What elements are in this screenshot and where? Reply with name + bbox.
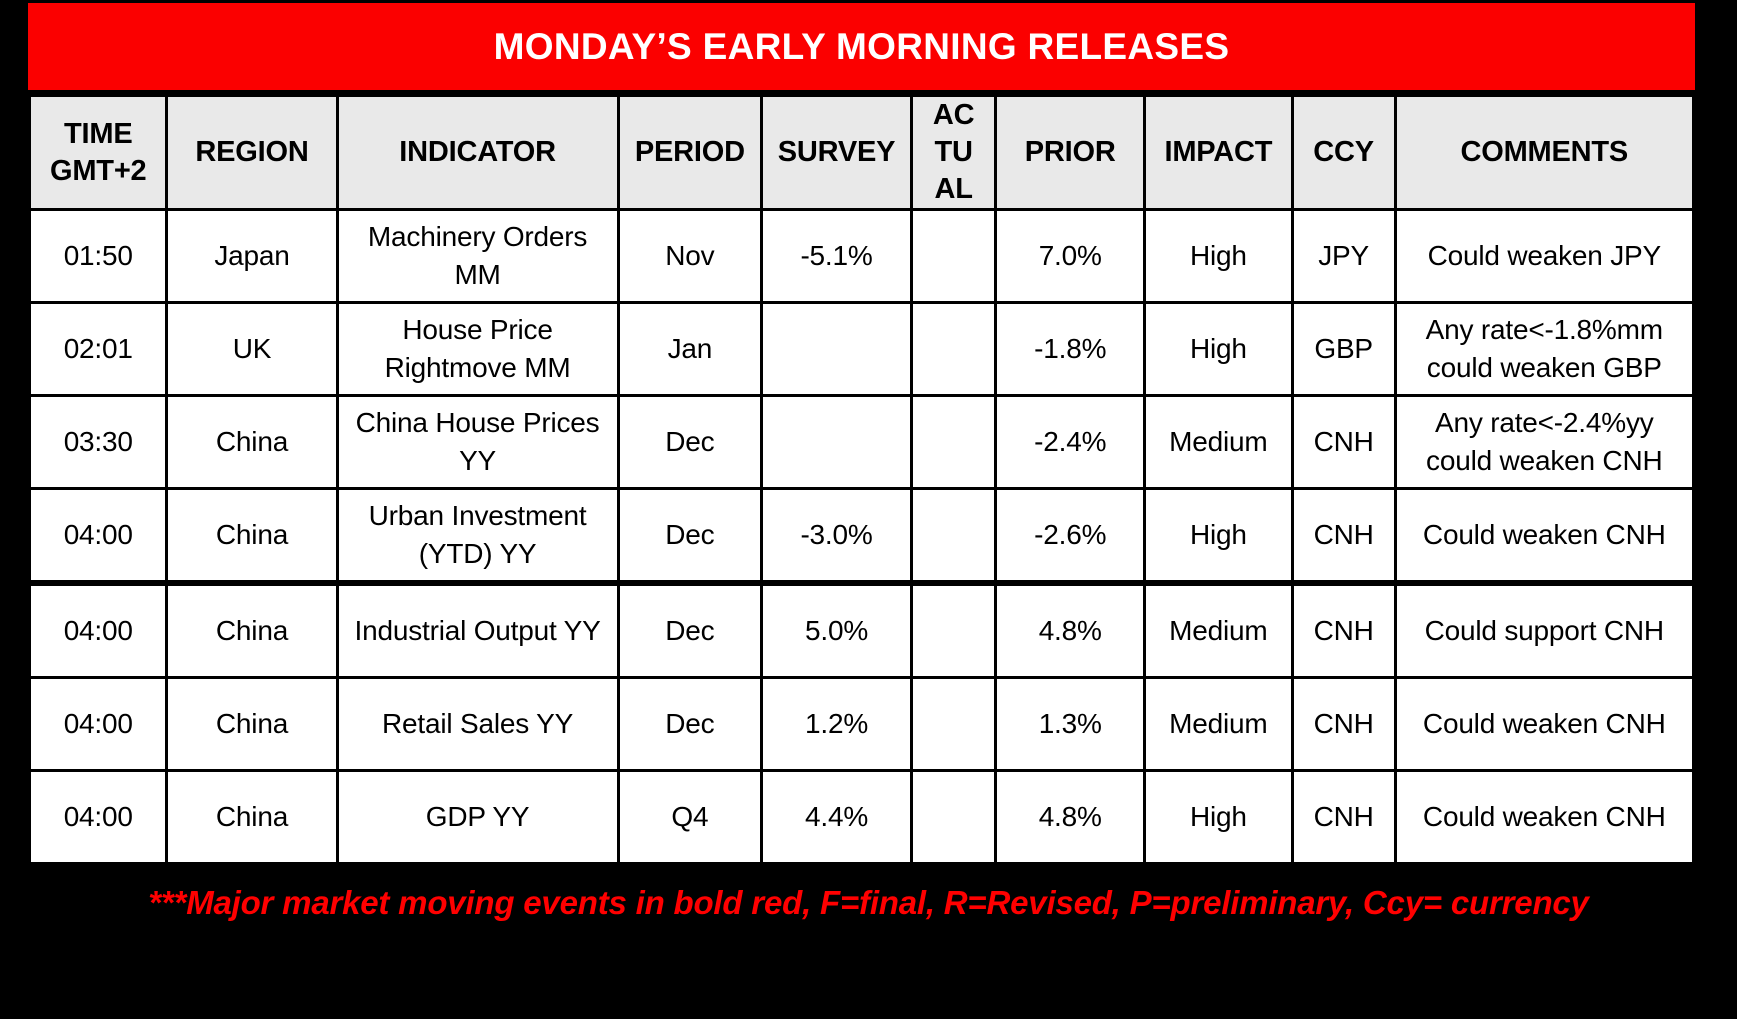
cell-time: 01:50 xyxy=(27,208,169,304)
cell-actual xyxy=(909,208,998,304)
cell-period: Dec xyxy=(616,394,764,490)
cell-indicator: House Price Rightmove MM xyxy=(335,301,620,397)
cell-comments: Could weaken JPY xyxy=(1393,208,1696,304)
cell-impact: Medium xyxy=(1143,394,1294,490)
cell-survey xyxy=(760,301,913,397)
cell-comments: Any rate<-2.4%yy could weaken CNH xyxy=(1393,394,1696,490)
cell-survey: 4.4% xyxy=(760,769,913,865)
cell-prior: -1.8% xyxy=(994,301,1147,397)
table-header-row: TIME GMT+2 REGION INDICATOR PERIOD SURVEY AC … xyxy=(27,94,1696,211)
cell-indicator: GDP YY xyxy=(335,769,620,865)
cell-prior: 4.8% xyxy=(994,580,1147,679)
cell-comments: Any rate<-1.8%mm could weaken GBP xyxy=(1393,301,1696,397)
cell-region: Japan xyxy=(165,208,339,304)
cell-comments: Could weaken CNH xyxy=(1393,487,1696,585)
cell-region: China xyxy=(165,676,339,772)
table-row: 04:00 China Retail Sales YY Dec 1.2% 1.3% Medi… xyxy=(27,676,1696,772)
cell-indicator: Retail Sales YY xyxy=(335,676,620,772)
cell-time: 04:00 xyxy=(27,769,169,865)
cell-prior: -2.4% xyxy=(994,394,1147,490)
footnote: ***Major market moving events in bold re… xyxy=(148,884,1589,921)
cell-indicator: China House Prices YY xyxy=(335,394,620,490)
cell-time: 04:00 xyxy=(27,676,169,772)
cell-ccy: CNH xyxy=(1290,769,1397,865)
page-title: MONDAY’S EARLY MORNING RELEASES xyxy=(493,25,1230,67)
release-sheet: MONDAY’S EARLY MORNING RELEASES TIME GMT… xyxy=(27,3,1696,865)
cell-survey: -3.0% xyxy=(760,487,913,585)
cell-survey: 5.0% xyxy=(760,580,913,679)
cell-actual xyxy=(909,301,998,397)
cell-time: 02:01 xyxy=(27,301,169,397)
cell-actual xyxy=(909,580,998,679)
cell-ccy: CNH xyxy=(1290,487,1397,585)
column-header-period: PERIOD xyxy=(616,94,764,211)
cell-period: Dec xyxy=(616,487,764,585)
table-row: 04:00 China GDP YY Q4 4.4% 4.8% High CNH Could w… xyxy=(27,769,1696,865)
table-row: 02:01 UK House Price Rightmove MM Jan -1.8% H… xyxy=(27,301,1696,397)
cell-period: Jan xyxy=(616,301,764,397)
releases-table: TIME GMT+2 REGION INDICATOR PERIOD SURVEY AC … xyxy=(27,94,1696,865)
cell-impact: High xyxy=(1143,208,1294,304)
cell-region: China xyxy=(165,394,339,490)
cell-indicator: Industrial Output YY xyxy=(335,580,620,679)
cell-period: Q4 xyxy=(616,769,764,865)
cell-ccy: CNH xyxy=(1290,580,1397,679)
cell-impact: High xyxy=(1143,301,1294,397)
cell-indicator: Machinery Orders MM xyxy=(335,208,620,304)
cell-prior: 7.0% xyxy=(994,208,1147,304)
cell-ccy: JPY xyxy=(1290,208,1397,304)
cell-ccy: CNH xyxy=(1290,394,1397,490)
cell-survey: -5.1% xyxy=(760,208,913,304)
column-header-indicator: INDICATOR xyxy=(335,94,620,211)
column-header-survey: SURVEY xyxy=(760,94,913,211)
cell-comments: Could weaken CNH xyxy=(1393,676,1696,772)
cell-actual xyxy=(909,487,998,585)
table-row: 04:00 China Industrial Output YY Dec 5.0% 4.8… xyxy=(27,580,1696,679)
cell-survey xyxy=(760,394,913,490)
cell-time: 04:00 xyxy=(27,580,169,679)
cell-impact: High xyxy=(1143,487,1294,585)
cell-prior: 1.3% xyxy=(994,676,1147,772)
cell-prior: 4.8% xyxy=(994,769,1147,865)
cell-period: Dec xyxy=(616,676,764,772)
table-body: 01:50 Japan Machinery Orders MM Nov -5.1% 7.0… xyxy=(27,208,1696,865)
cell-period: Dec xyxy=(616,580,764,679)
cell-survey: 1.2% xyxy=(760,676,913,772)
cell-time: 03:30 xyxy=(27,394,169,490)
cell-impact: Medium xyxy=(1143,676,1294,772)
column-header-prior: PRIOR xyxy=(994,94,1147,211)
cell-region: UK xyxy=(165,301,339,397)
column-header-ccy: CCY xyxy=(1290,94,1397,211)
cell-region: China xyxy=(165,487,339,585)
cell-ccy: CNH xyxy=(1290,676,1397,772)
cell-time: 04:00 xyxy=(27,487,169,585)
table-row: 04:00 China Urban Investment (YTD) YY Dec -3… xyxy=(27,487,1696,585)
cell-period: Nov xyxy=(616,208,764,304)
column-header-region: REGION xyxy=(165,94,339,211)
cell-ccy: GBP xyxy=(1290,301,1397,397)
cell-impact: Medium xyxy=(1143,580,1294,679)
table-row: 03:30 China China House Prices YY Dec -2.4% M… xyxy=(27,394,1696,490)
title-banner: MONDAY’S EARLY MORNING RELEASES xyxy=(28,3,1695,90)
table-row: 01:50 Japan Machinery Orders MM Nov -5.1% 7.0… xyxy=(27,208,1696,304)
cell-region: China xyxy=(165,580,339,679)
cell-indicator: Urban Investment (YTD) YY xyxy=(335,487,620,585)
cell-actual xyxy=(909,769,998,865)
cell-impact: High xyxy=(1143,769,1294,865)
column-header-impact: IMPACT xyxy=(1143,94,1294,211)
cell-comments: Could weaken CNH xyxy=(1393,769,1696,865)
cell-actual xyxy=(909,676,998,772)
cell-comments: Could support CNH xyxy=(1393,580,1696,679)
column-header-comments: COMMENTS xyxy=(1393,94,1696,211)
cell-region: China xyxy=(165,769,339,865)
cell-prior: -2.6% xyxy=(994,487,1147,585)
cell-actual xyxy=(909,394,998,490)
column-header-actual: AC TU AL xyxy=(909,94,998,211)
column-header-time: TIME GMT+2 xyxy=(27,94,169,211)
